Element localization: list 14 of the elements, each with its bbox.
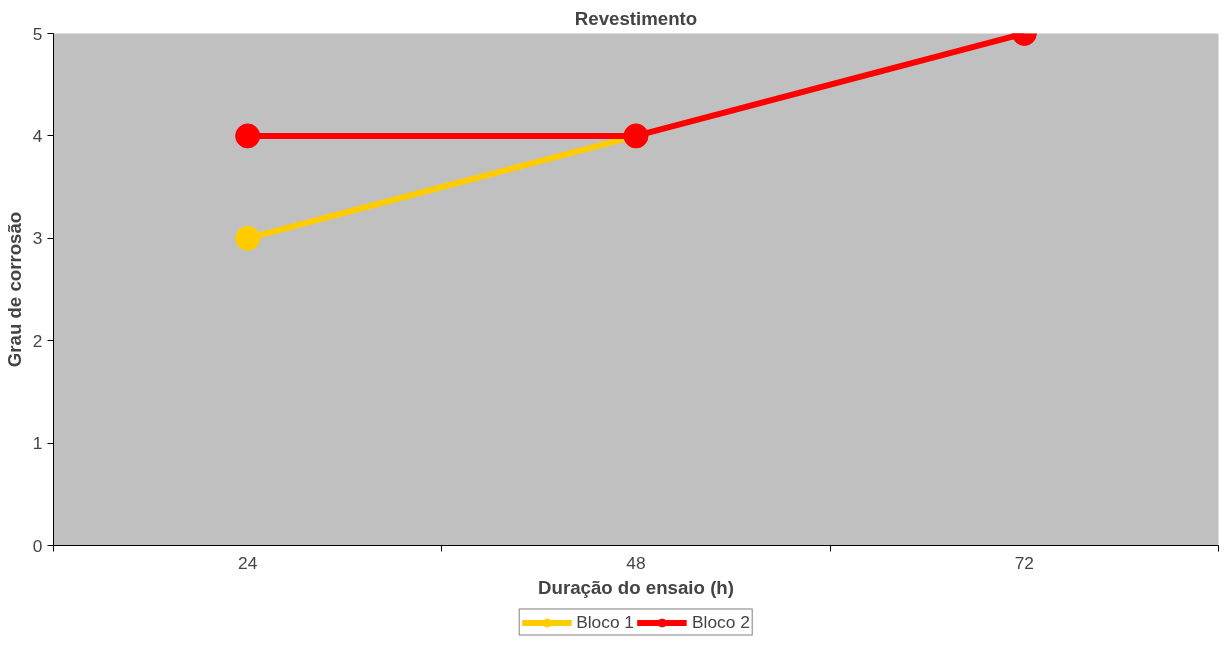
y-tick-label: 0 — [32, 535, 43, 556]
y-tick-label: 2 — [32, 330, 43, 351]
chart-title: Revestimento — [574, 7, 698, 29]
legend-label: Bloco 2 — [692, 611, 750, 633]
y-axis-title: Grau de corrosão — [3, 211, 25, 368]
y-tick-label: 3 — [32, 228, 43, 249]
x-tick-label: 72 — [1014, 552, 1034, 573]
y-tick-label: 1 — [32, 433, 43, 454]
x-axis-title: Duração do ensaio (h) — [538, 576, 734, 598]
y-tick-label: 5 — [32, 23, 43, 44]
y-tick-label: 4 — [32, 125, 43, 146]
legend-label: Bloco 1 — [576, 611, 634, 633]
x-tick-label: 48 — [626, 552, 646, 573]
x-tick-label: 24 — [238, 552, 258, 573]
